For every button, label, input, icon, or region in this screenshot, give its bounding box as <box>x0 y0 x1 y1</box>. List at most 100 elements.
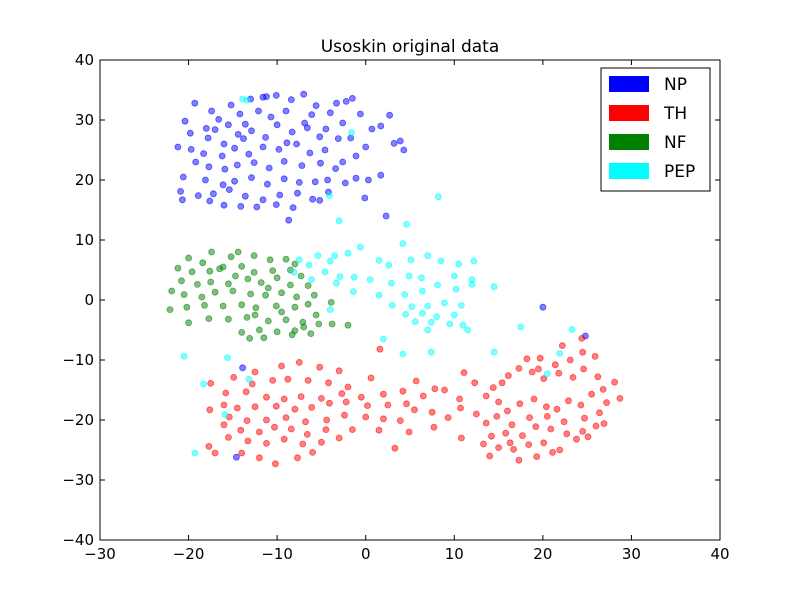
point-np-49 <box>306 149 314 157</box>
y-tick-label: −10 <box>62 351 94 369</box>
point-th-17 <box>263 393 270 401</box>
point-np-20 <box>356 110 364 118</box>
point-np-69 <box>231 177 239 185</box>
point-pep-65 <box>245 375 253 383</box>
point-th-18 <box>280 395 288 403</box>
point-nf-6 <box>266 256 274 264</box>
point-nf-58 <box>255 326 263 334</box>
point-nf-17 <box>297 272 305 280</box>
point-th-89 <box>503 407 511 415</box>
legend-swatch-th <box>609 105 649 121</box>
point-th-146 <box>549 448 556 456</box>
point-np-5 <box>236 110 244 118</box>
point-th-36 <box>403 400 410 408</box>
point-np-6 <box>241 120 249 128</box>
point-np-17 <box>282 107 290 115</box>
point-np-62 <box>332 165 340 173</box>
point-th-9 <box>325 379 332 387</box>
point-th-39 <box>441 386 448 394</box>
point-nf-37 <box>166 306 174 314</box>
point-nf-42 <box>252 304 260 312</box>
point-np-11 <box>312 102 320 109</box>
point-nf-31 <box>229 287 237 295</box>
point-nf-40 <box>219 302 227 310</box>
y-tick-label: 40 <box>75 51 94 69</box>
point-pep-40 <box>468 280 476 288</box>
point-th-124 <box>596 409 603 417</box>
point-np-107 <box>382 212 390 220</box>
point-np-64 <box>364 176 372 184</box>
point-nf-41 <box>238 301 246 309</box>
legend: NP TH NF PEP <box>600 67 711 192</box>
point-th-31 <box>308 403 316 411</box>
point-pep-7 <box>403 220 410 228</box>
point-np-70 <box>248 174 255 182</box>
point-th-14 <box>269 376 277 384</box>
point-th-50 <box>379 415 387 423</box>
point-th-84 <box>205 442 213 450</box>
point-th-8 <box>304 376 312 384</box>
point-th-105 <box>515 364 523 372</box>
point-th-131 <box>532 423 540 431</box>
point-pep-58 <box>517 323 525 331</box>
point-nf-49 <box>224 315 232 323</box>
point-th-95 <box>577 401 585 409</box>
point-np-99 <box>255 107 262 115</box>
point-np-41 <box>187 145 195 153</box>
point-np-72 <box>280 175 288 183</box>
point-th-40 <box>456 395 464 403</box>
point-th-11 <box>367 374 375 382</box>
point-nf-38 <box>183 303 191 311</box>
point-th-96 <box>588 390 595 398</box>
point-th-78 <box>238 449 246 457</box>
point-pep-30 <box>405 272 413 280</box>
point-nf-3 <box>227 253 235 261</box>
point-pep-1 <box>243 96 251 104</box>
point-np-98 <box>267 113 275 121</box>
point-nf-30 <box>211 288 219 296</box>
point-th-29 <box>272 402 280 410</box>
point-np-47 <box>275 145 283 153</box>
point-nf-26 <box>304 282 312 290</box>
point-nf-13 <box>238 262 246 270</box>
point-th-12 <box>376 345 384 353</box>
point-np-4 <box>224 121 232 129</box>
point-pep-4 <box>335 217 343 225</box>
point-th-93 <box>553 405 561 413</box>
point-th-65 <box>375 426 383 434</box>
point-np-29 <box>262 133 270 141</box>
point-pep-41 <box>490 283 498 291</box>
point-pep-46 <box>457 301 465 309</box>
point-th-82 <box>309 448 317 456</box>
point-np-10 <box>287 96 295 103</box>
point-np-106 <box>211 126 219 134</box>
point-nf-45 <box>304 300 312 308</box>
y-tick-label: −20 <box>62 411 94 429</box>
point-np-9 <box>272 92 280 99</box>
point-th-24 <box>399 387 407 395</box>
point-nf-4 <box>234 248 242 256</box>
point-np-13 <box>342 98 350 105</box>
point-th-32 <box>325 399 333 407</box>
point-np-63 <box>352 174 360 182</box>
point-np-51 <box>339 158 347 166</box>
point-np-1 <box>181 117 189 125</box>
point-th-145 <box>533 453 541 461</box>
point-np-79 <box>209 190 217 198</box>
point-pep-14 <box>305 261 313 269</box>
point-np-67 <box>201 176 209 184</box>
point-nf-7 <box>282 255 290 263</box>
point-nf-25 <box>286 281 294 289</box>
point-pep-62 <box>224 354 231 362</box>
point-pep-66 <box>191 449 199 457</box>
point-th-83 <box>211 449 219 457</box>
point-nf-65 <box>315 320 323 328</box>
point-nf-56 <box>344 321 352 329</box>
point-th-140 <box>556 446 564 454</box>
point-nf-63 <box>260 334 268 342</box>
point-pep-64 <box>221 411 229 419</box>
point-pep-55 <box>424 326 432 334</box>
point-pep-60 <box>427 348 435 356</box>
point-th-109 <box>523 355 531 363</box>
